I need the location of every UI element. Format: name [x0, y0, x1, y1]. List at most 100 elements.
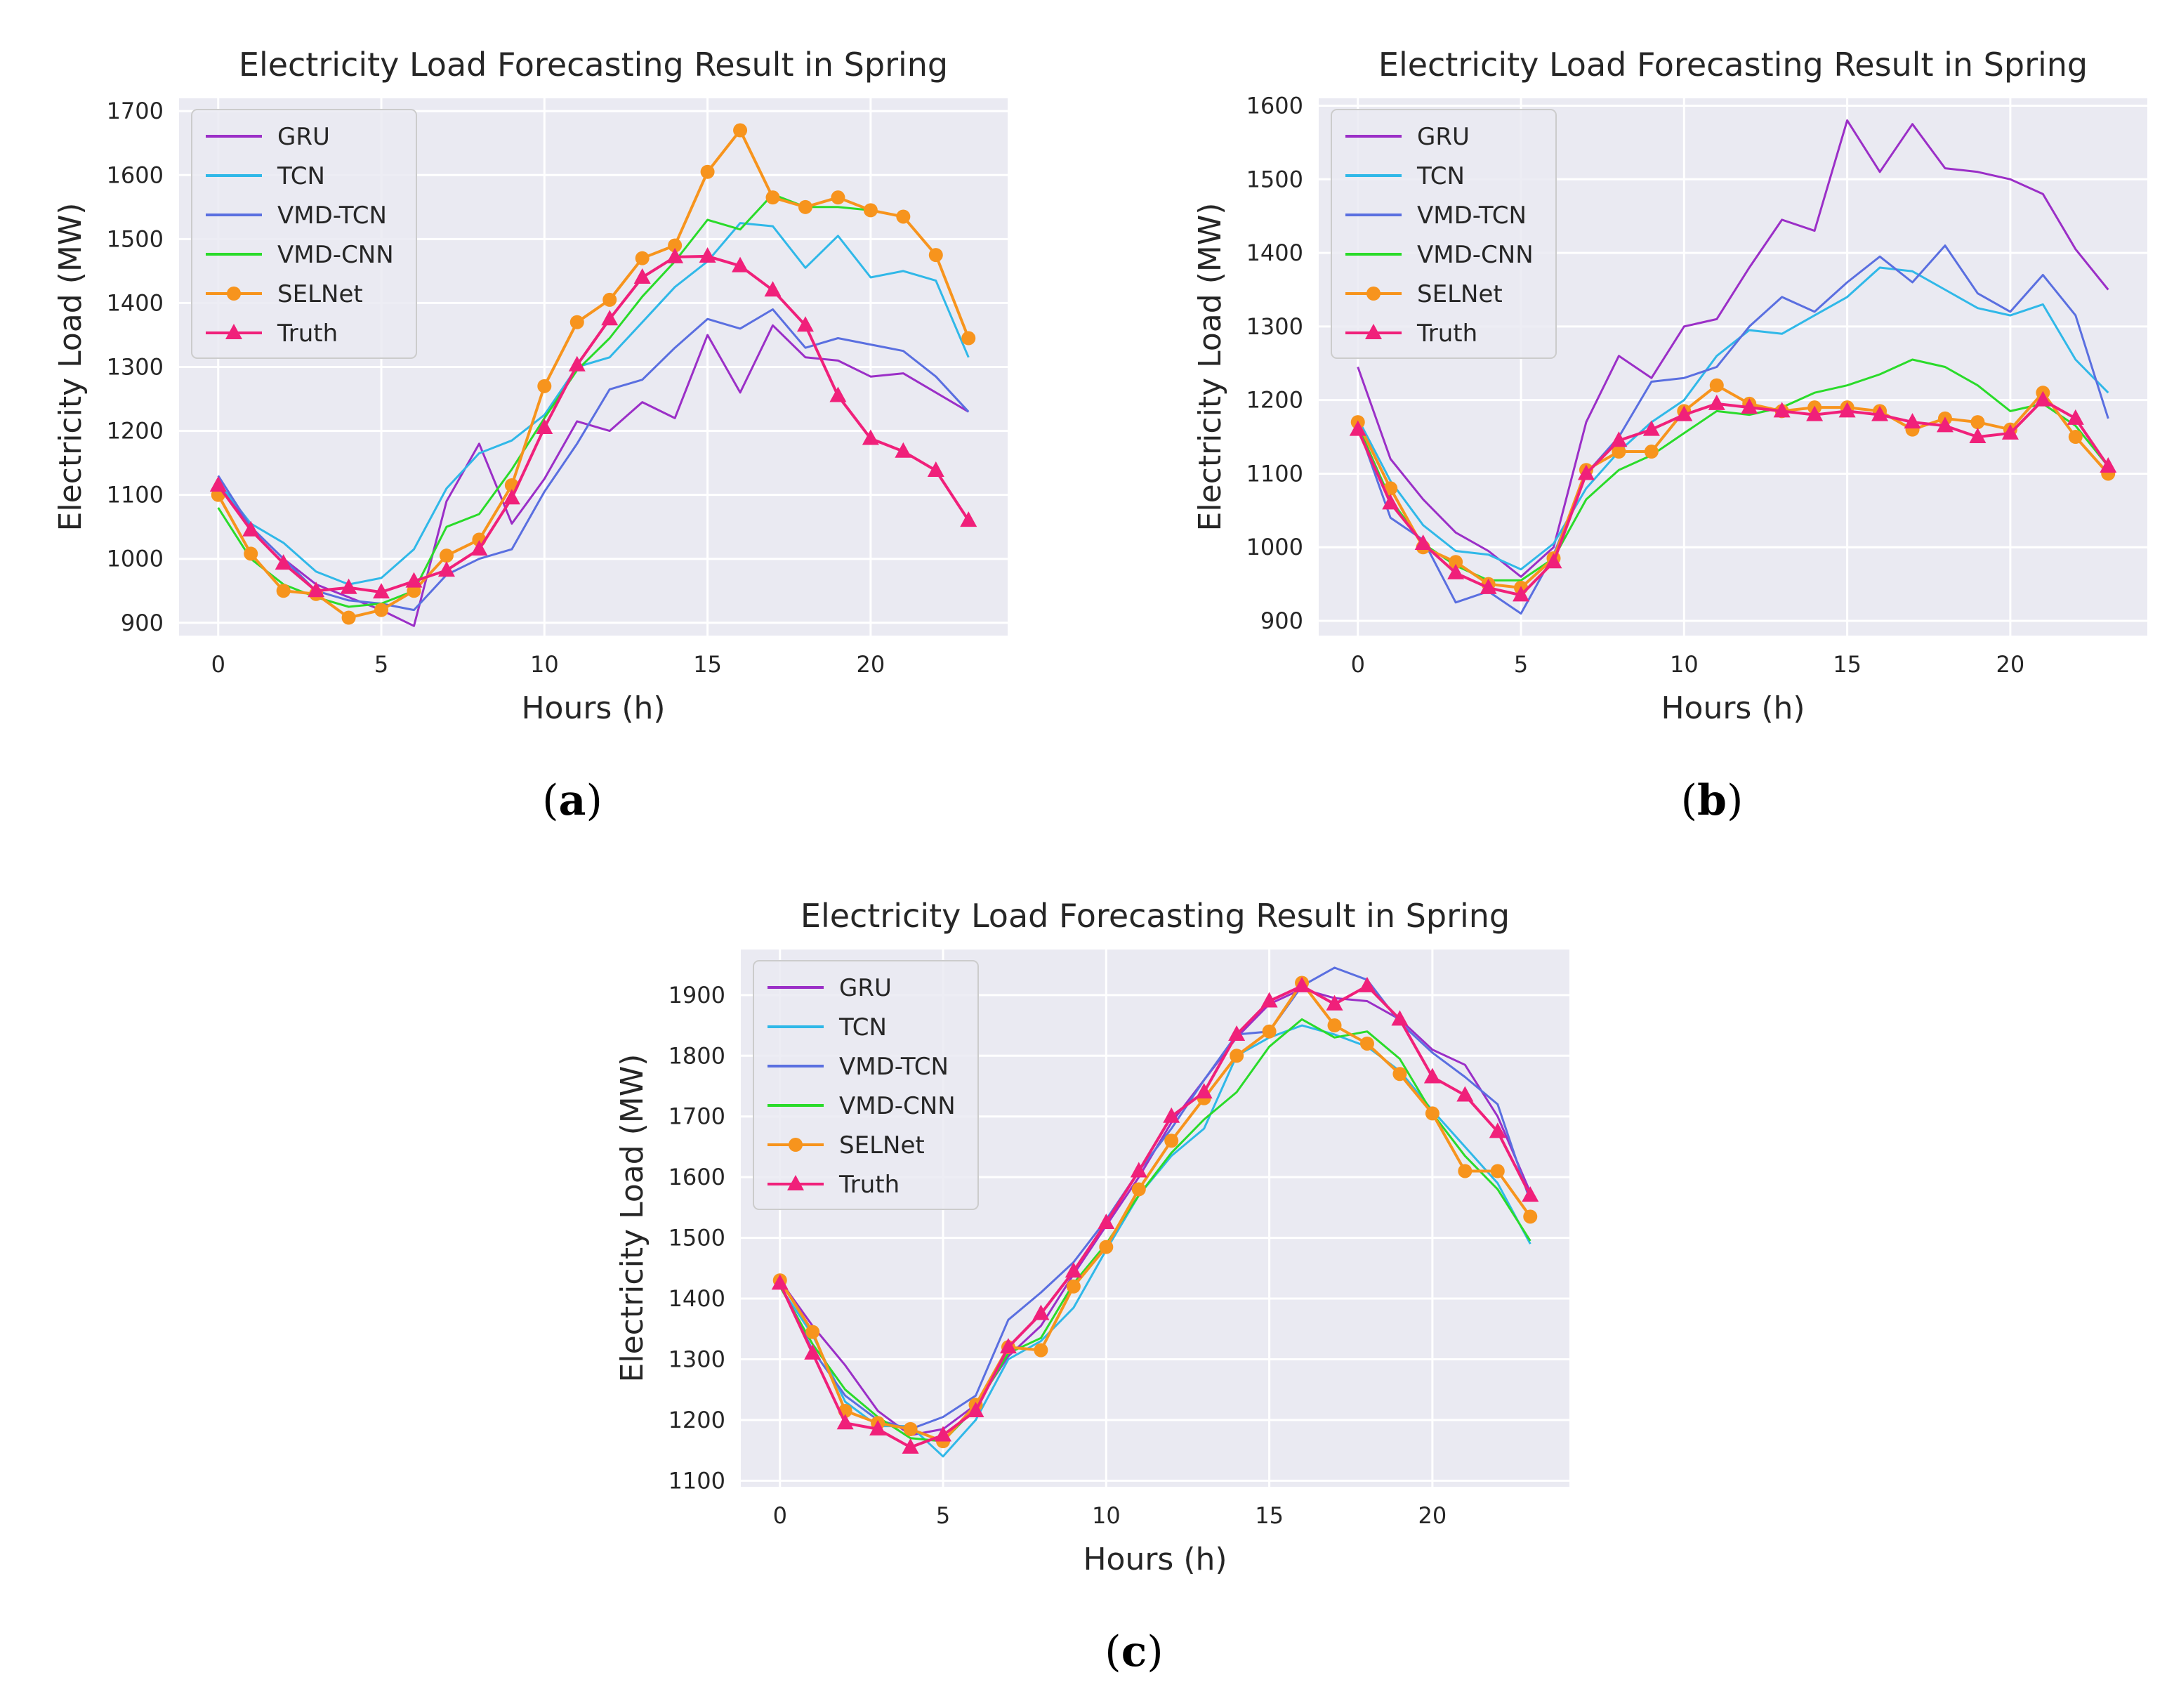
- data-point: [798, 199, 812, 214]
- data-point: [896, 209, 911, 224]
- data-point: [961, 331, 976, 346]
- data-point: [1545, 553, 1562, 569]
- panel-label: (a): [542, 776, 602, 825]
- y-tick-label: 1600: [668, 1164, 725, 1190]
- legend-label: VMD-TCN: [1417, 202, 1527, 230]
- y-tick-label: 1300: [107, 354, 164, 381]
- data-point: [1066, 1279, 1081, 1294]
- legend-label: GRU: [1417, 123, 1470, 151]
- data-point: [1644, 445, 1659, 459]
- data-point: [668, 238, 683, 253]
- legend-label: SELNet: [277, 280, 363, 308]
- data-point: [1425, 1106, 1440, 1121]
- y-tick-label: 1500: [107, 225, 164, 252]
- x-axis-label: Hours (h): [1083, 1542, 1227, 1577]
- data-point: [771, 1274, 789, 1290]
- data-point: [666, 247, 684, 263]
- y-tick-label: 1400: [107, 289, 164, 316]
- legend-label: Truth: [838, 1171, 900, 1199]
- y-tick-label: 1300: [1246, 313, 1303, 340]
- series-truth: [771, 976, 1539, 1454]
- data-point: [405, 572, 423, 588]
- data-point: [1458, 1164, 1473, 1178]
- data-point: [1414, 534, 1432, 551]
- series-vmd-tcn: [217, 308, 970, 612]
- data-point: [1230, 1049, 1244, 1063]
- series-line: [217, 222, 970, 586]
- data-point: [1449, 555, 1463, 570]
- data-point: [903, 1421, 918, 1436]
- data-point: [1773, 402, 1791, 418]
- data-point: [1349, 420, 1366, 436]
- legend-box: [191, 109, 417, 359]
- data-point: [829, 386, 847, 402]
- data-point: [700, 164, 715, 179]
- data-point: [1490, 1164, 1505, 1178]
- legend-marker: [227, 287, 241, 301]
- y-tick-label: 900: [121, 610, 164, 636]
- x-tick-label: 5: [936, 1502, 950, 1529]
- chart-panel-a: 900 1000 1100 1200 1300 1400 1500 1600 1700 0 5 10 1…: [53, 46, 1008, 825]
- series-vmd-cnn: [779, 1018, 1531, 1443]
- data-point: [902, 1438, 919, 1454]
- series-truth: [209, 247, 977, 599]
- data-point: [999, 1338, 1017, 1354]
- data-point: [1642, 420, 1660, 436]
- x-axis-label: Hours (h): [521, 690, 665, 726]
- data-point: [1130, 1162, 1147, 1178]
- y-tick-label: 1600: [107, 162, 164, 188]
- data-point: [601, 310, 619, 326]
- data-point: [1326, 994, 1343, 1011]
- data-point: [1065, 1262, 1082, 1278]
- y-tick-label: 1700: [107, 98, 164, 124]
- data-point: [1709, 378, 1724, 393]
- data-point: [635, 251, 650, 265]
- data-point: [699, 247, 716, 263]
- x-tick-label: 15: [693, 651, 722, 678]
- data-point: [1423, 1068, 1441, 1084]
- data-point: [341, 610, 356, 625]
- series-tcn: [1357, 266, 2109, 571]
- legend-label: TCN: [1416, 162, 1465, 190]
- data-point: [869, 1419, 887, 1436]
- data-point: [1391, 1010, 1409, 1026]
- y-tick-label: 1900: [668, 982, 725, 1009]
- legend-label: SELNet: [1417, 280, 1503, 308]
- series-line: [217, 324, 970, 627]
- data-point: [836, 1414, 854, 1430]
- data-point: [1708, 394, 1725, 410]
- series-line: [217, 308, 970, 612]
- data-point: [967, 1401, 984, 1417]
- series-line: [1357, 266, 2109, 571]
- legend-box: [1331, 109, 1557, 359]
- data-point: [804, 1344, 822, 1360]
- data-point: [831, 190, 845, 205]
- y-tick-label: 1000: [1246, 534, 1303, 560]
- y-tick-label: 1700: [668, 1103, 725, 1130]
- data-point: [928, 248, 943, 263]
- series-line: [217, 193, 970, 608]
- data-point: [765, 190, 780, 205]
- y-tick-label: 1200: [1246, 387, 1303, 414]
- data-point: [796, 316, 814, 332]
- y-tick-label: 1000: [107, 546, 164, 572]
- legend: GRU TCN VMD-TCN VMD-CNN SELNet Truth: [753, 960, 979, 1210]
- legend-label: SELNet: [839, 1131, 925, 1160]
- data-point: [895, 442, 912, 458]
- data-point: [2067, 409, 2084, 425]
- data-point: [1936, 416, 1954, 433]
- data-point: [1610, 431, 1628, 447]
- legend: GRU TCN VMD-TCN VMD-CNN SELNet Truth: [1331, 109, 1557, 359]
- data-point: [1262, 1024, 1277, 1039]
- panel-label: (b): [1681, 776, 1744, 825]
- x-tick-label: 10: [1670, 651, 1699, 678]
- x-tick-label: 10: [1092, 1502, 1121, 1529]
- data-point: [1480, 578, 1497, 594]
- data-point: [1806, 405, 1824, 421]
- data-point: [1032, 1304, 1050, 1320]
- chart-panel-b: 900 1000 1100 1200 1300 1400 1500 1600 0 5 10 15 20 E…: [1192, 46, 2147, 825]
- y-tick-label: 1100: [1246, 460, 1303, 487]
- data-point: [244, 546, 258, 561]
- data-point: [2034, 390, 2052, 407]
